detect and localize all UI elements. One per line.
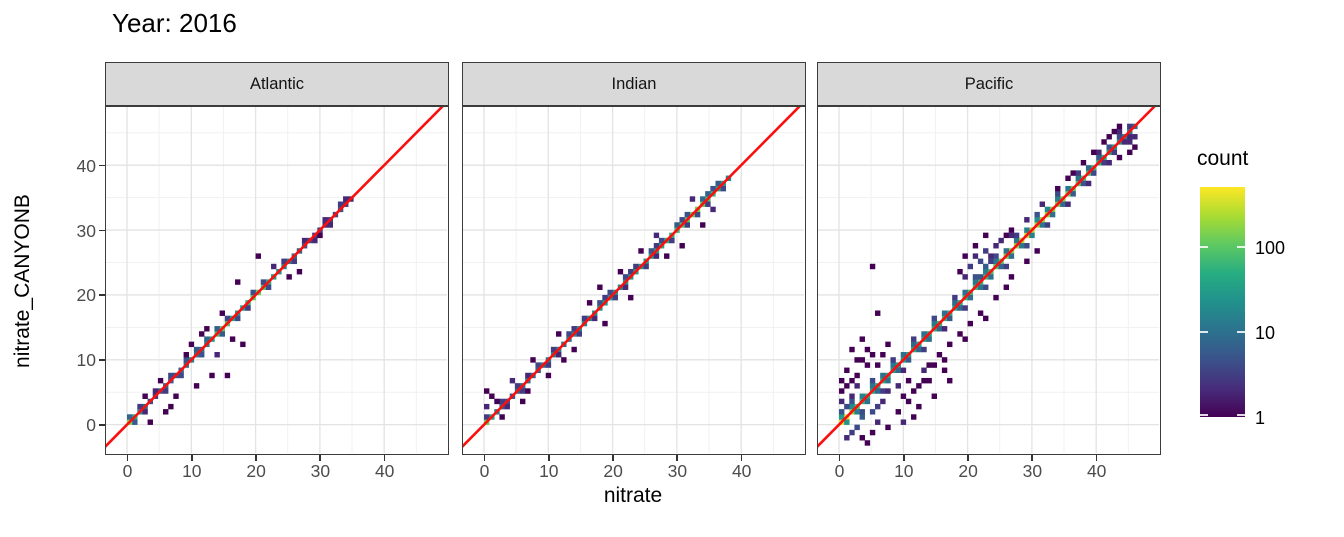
y-tick-label: 40 (76, 155, 96, 176)
legend-tick-mark (1200, 414, 1208, 416)
x-tick-mark (902, 455, 905, 461)
x-tick-mark (676, 455, 679, 461)
x-tick-label: 40 (731, 461, 752, 481)
x-tick-label: 20 (246, 461, 266, 481)
legend-tick-mark (1237, 330, 1245, 333)
panel-pacific (817, 106, 1161, 455)
gridlines-major (463, 107, 804, 453)
legend-tick-mark (1237, 245, 1245, 248)
x-tick-mark (612, 455, 614, 461)
legend-title: count (1197, 147, 1249, 170)
figure-title: Year: 2016 (112, 8, 237, 38)
gridlines-minor (106, 107, 447, 453)
x-tick-mark (190, 455, 193, 461)
y-tick-label: 30 (76, 220, 96, 241)
x-tick-label: 40 (1086, 461, 1107, 481)
y-tick-label: 20 (76, 285, 96, 306)
x-tick-label: 30 (667, 461, 688, 481)
panel-atlantic (105, 106, 449, 455)
x-tick-label: 30 (1022, 461, 1043, 481)
y-axis-title: nitrate_CANYONB (11, 194, 34, 368)
identity-line (818, 107, 1156, 448)
legend-tick-mark (1237, 414, 1245, 416)
x-tick-label: 40 (374, 461, 395, 481)
y-tick-mark (99, 229, 105, 232)
legend-tick-mark (1200, 245, 1208, 248)
legend-tick-label: 10 (1255, 322, 1276, 343)
bin2d-layer (839, 123, 1138, 446)
legend-tick-mark (1200, 330, 1208, 333)
y-tick-label: 10 (76, 350, 96, 371)
x-tick-mark (967, 455, 969, 461)
legend-tick-label: 100 (1255, 237, 1286, 258)
identity-line (463, 107, 801, 448)
x-tick-label: 10 (182, 461, 202, 481)
x-tick-mark (740, 455, 743, 461)
x-tick-label: 20 (603, 461, 623, 481)
y-tick-mark (99, 424, 105, 426)
identity-line (106, 107, 444, 448)
gridlines-major (106, 107, 447, 453)
facet-strip-pacific: Pacific (817, 62, 1161, 106)
y-tick-mark (99, 164, 105, 167)
y-tick-mark (99, 294, 105, 297)
y-tick-label: 0 (86, 415, 96, 436)
x-tick-label: 0 (122, 461, 133, 481)
facet-strip-atlantic: Atlantic (105, 62, 449, 106)
legend-tick-label: 1 (1255, 408, 1266, 428)
x-tick-mark (838, 455, 841, 461)
x-tick-label: 0 (479, 461, 490, 481)
y-tick-mark (99, 359, 105, 362)
x-tick-mark (1031, 455, 1034, 461)
panel-canvas-atlantic (106, 107, 447, 453)
x-tick-mark (483, 455, 486, 461)
x-tick-mark (383, 455, 386, 461)
x-tick-mark (1095, 455, 1098, 461)
x-tick-mark (255, 455, 257, 461)
panel-canvas-pacific (818, 107, 1159, 453)
x-tick-label: 30 (310, 461, 331, 481)
y-axis-title-area: nitrate_CANYONB (0, 106, 46, 455)
x-tick-mark (319, 455, 322, 461)
x-tick-label: 10 (894, 461, 914, 481)
x-tick-label: 10 (539, 461, 559, 481)
x-tick-mark (126, 455, 129, 461)
panel-canvas-indian (463, 107, 804, 453)
x-tick-label: 0 (834, 461, 845, 481)
x-tick-label: 20 (958, 461, 978, 481)
panel-indian (462, 106, 806, 455)
gridlines-minor (463, 107, 804, 453)
x-axis-title: nitrate (603, 484, 663, 507)
facet-strip-indian: Indian (462, 62, 806, 106)
legend-colorbar (1200, 187, 1245, 417)
x-tick-mark (547, 455, 550, 461)
